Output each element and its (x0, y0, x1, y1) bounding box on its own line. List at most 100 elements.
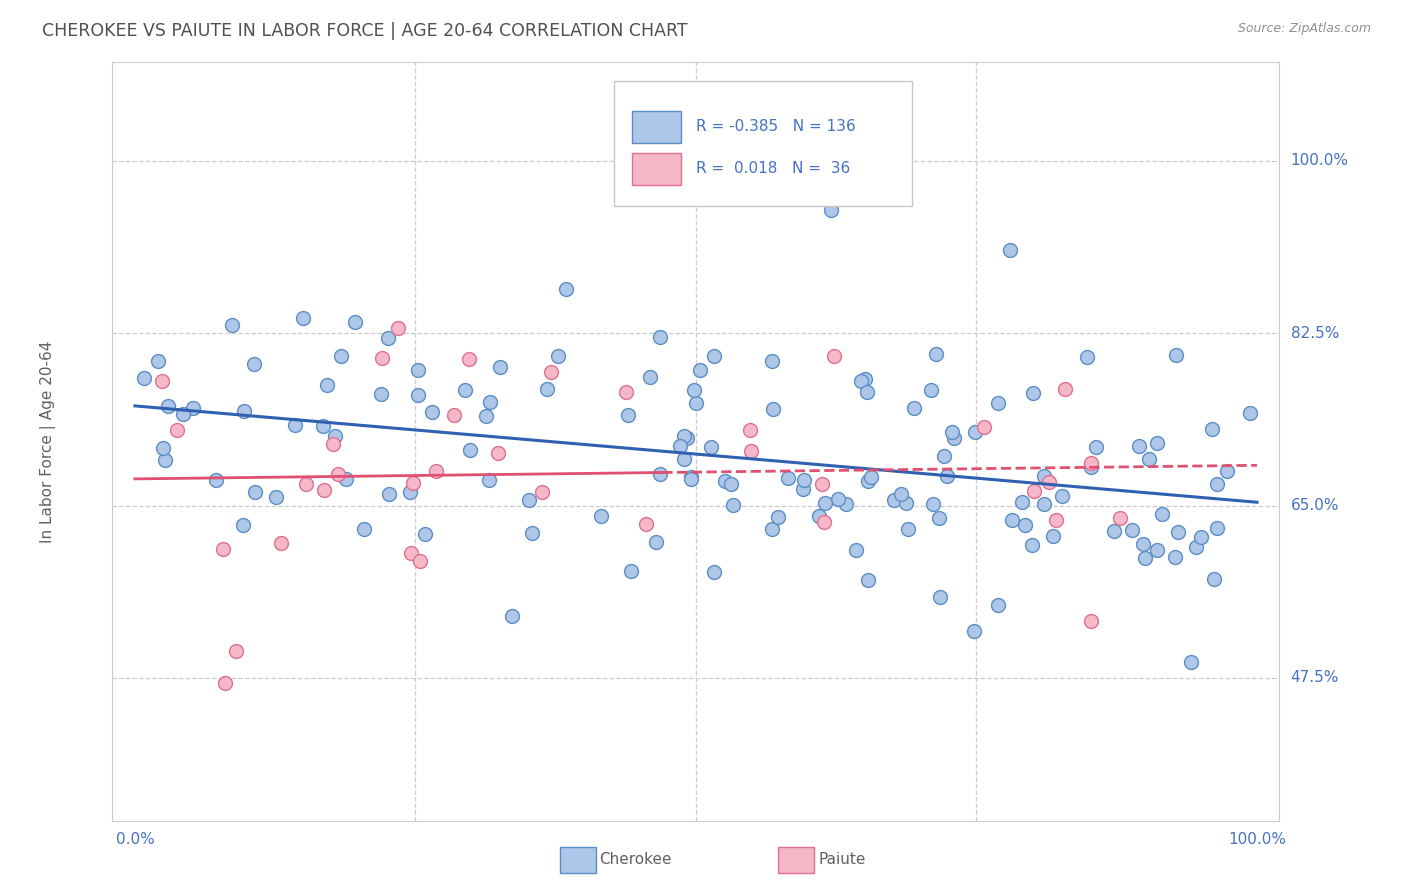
Point (1189, 530, 1212, 544)
Text: 100.0%: 100.0% (1291, 153, 1348, 169)
Point (1080, 456, 1102, 470)
Point (853, 372, 876, 386)
Point (936, 469, 959, 483)
Point (1022, 483, 1045, 498)
Text: 47.5%: 47.5% (1291, 671, 1339, 685)
Point (1132, 537, 1154, 551)
Point (378, 487, 401, 501)
Point (883, 493, 905, 508)
Point (1033, 497, 1056, 511)
Point (270, 535, 292, 549)
Point (942, 431, 965, 445)
Point (823, 349, 845, 363)
Point (634, 516, 657, 531)
Point (377, 330, 399, 344)
Point (486, 446, 509, 460)
Point (1184, 541, 1206, 555)
Point (454, 383, 477, 397)
Point (614, 385, 637, 400)
Point (890, 487, 912, 501)
Point (232, 518, 254, 533)
Text: CHEROKEE VS PAIUTE IN LABOR FORCE | AGE 20-64 CORRELATION CHART: CHEROKEE VS PAIUTE IN LABOR FORCE | AGE … (42, 22, 688, 40)
Point (768, 509, 790, 524)
Point (921, 497, 943, 511)
Point (714, 475, 737, 489)
Point (792, 482, 814, 496)
Point (860, 470, 883, 484)
Point (425, 464, 447, 478)
Point (855, 385, 877, 400)
Point (519, 493, 541, 508)
Point (413, 527, 436, 541)
Point (811, 477, 834, 491)
Point (475, 409, 498, 423)
Point (343, 315, 366, 329)
Text: 0.0%: 0.0% (115, 831, 155, 847)
Point (897, 522, 920, 536)
Point (814, 496, 837, 510)
Point (1206, 477, 1229, 491)
Point (312, 419, 335, 434)
Point (1146, 436, 1168, 450)
Point (679, 471, 702, 485)
Point (322, 436, 344, 450)
Point (620, 564, 643, 578)
Point (835, 497, 858, 511)
Point (1102, 524, 1125, 539)
Point (212, 541, 235, 556)
Point (925, 347, 948, 361)
Point (1108, 511, 1130, 525)
Point (1021, 538, 1043, 552)
Point (1032, 469, 1054, 483)
Point (520, 526, 543, 541)
Point (443, 408, 465, 422)
Point (233, 404, 256, 418)
Point (998, 243, 1021, 257)
Point (478, 473, 501, 487)
Point (762, 402, 785, 417)
Point (807, 509, 830, 524)
Point (214, 675, 236, 690)
Point (1206, 521, 1229, 535)
Point (856, 474, 879, 488)
Text: R = -0.385   N = 136: R = -0.385 N = 136 (696, 120, 856, 135)
Point (679, 470, 702, 484)
Point (1163, 549, 1185, 564)
Point (1121, 524, 1143, 538)
Point (740, 444, 762, 458)
Text: 100.0%: 100.0% (1227, 831, 1286, 847)
Point (540, 365, 562, 379)
Point (703, 349, 725, 363)
Point (928, 511, 950, 525)
Point (335, 472, 357, 486)
Text: In Labor Force | Age 20-64: In Labor Force | Age 20-64 (41, 341, 56, 542)
Point (1167, 524, 1189, 539)
Point (398, 485, 420, 500)
Point (1128, 439, 1150, 453)
Point (1080, 615, 1102, 629)
Text: Source: ZipAtlas.com: Source: ZipAtlas.com (1237, 22, 1371, 36)
Point (1045, 513, 1067, 527)
Point (932, 450, 955, 464)
Point (153, 453, 176, 467)
Point (284, 417, 307, 432)
Point (703, 566, 725, 580)
Point (941, 425, 963, 439)
Point (312, 483, 335, 497)
Text: 65.0%: 65.0% (1291, 498, 1339, 513)
Point (330, 350, 353, 364)
Point (157, 399, 180, 413)
Point (813, 515, 835, 529)
Point (1150, 507, 1173, 521)
Point (315, 377, 337, 392)
Point (1038, 475, 1060, 490)
FancyBboxPatch shape (614, 81, 912, 207)
Point (547, 349, 569, 363)
Point (1239, 406, 1261, 420)
Point (406, 362, 429, 376)
Point (205, 473, 228, 487)
Point (1014, 518, 1036, 533)
Point (648, 330, 671, 344)
Point (1180, 655, 1202, 669)
Point (146, 353, 169, 368)
